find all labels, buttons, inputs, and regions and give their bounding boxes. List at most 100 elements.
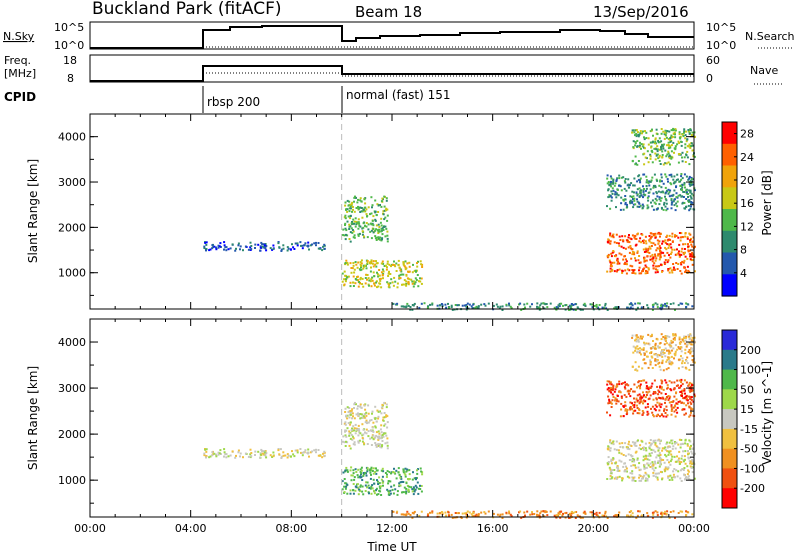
data-cell: [382, 229, 385, 231]
data-cell: [353, 220, 356, 223]
data-cell: [682, 450, 685, 453]
data-cell: [265, 249, 268, 252]
data-cell: [365, 432, 368, 435]
data-cell: [653, 234, 655, 237]
data-cell: [674, 405, 677, 408]
data-cell: [407, 270, 409, 273]
data-cell: [607, 462, 610, 465]
data-cell: [234, 249, 237, 252]
data-cell: [465, 511, 468, 514]
data-cell: [260, 241, 263, 244]
data-cell: [668, 397, 671, 400]
data-cell: [355, 427, 358, 430]
data-cell: [631, 250, 634, 253]
data-cell: [670, 203, 673, 206]
data-cell: [223, 248, 225, 251]
data-cell: [346, 470, 349, 473]
data-cell: [612, 457, 615, 460]
data-cell: [671, 248, 674, 251]
data-cell: [570, 303, 573, 305]
data-cell: [379, 282, 382, 285]
data-cell: [538, 308, 541, 311]
data-cell: [223, 244, 226, 247]
data-cell: [652, 449, 655, 452]
data-cell: [417, 285, 420, 288]
data-cell: [639, 181, 642, 184]
data-cell: [249, 246, 252, 249]
data-cell: [669, 511, 672, 513]
data-cell: [660, 128, 663, 130]
data-cell: [642, 239, 645, 242]
data-cell: [387, 482, 390, 485]
data-cell: [689, 462, 692, 465]
data-cell: [631, 265, 634, 268]
data-cell: [426, 306, 429, 309]
data-cell: [691, 251, 694, 254]
data-cell: [629, 472, 632, 475]
data-cell: [416, 265, 419, 268]
data-cell: [365, 208, 368, 211]
data-cell: [386, 260, 389, 263]
data-cell: [354, 489, 357, 492]
data-cell: [656, 478, 659, 481]
data-cell: [611, 399, 614, 402]
data-cell: [627, 183, 630, 186]
data-cell: [657, 454, 660, 457]
data-cell: [470, 513, 473, 516]
data-cell: [341, 488, 344, 491]
data-cell: [649, 180, 652, 183]
data-cell: [692, 355, 695, 357]
data-cell: [625, 395, 628, 398]
data-cell: [611, 261, 614, 264]
data-cell: [631, 455, 634, 458]
data-cell: [611, 476, 614, 479]
data-cell: [431, 510, 434, 513]
data-cell: [576, 306, 579, 309]
data-cell: [289, 248, 292, 251]
data-cell: [457, 304, 460, 307]
nsky-tick-top: 10^5: [54, 21, 84, 34]
data-cell: [348, 430, 351, 433]
data-cell: [656, 269, 659, 272]
data-cell: [219, 246, 222, 248]
data-cell: [225, 249, 228, 252]
nsearch-label: N.Search: [745, 30, 795, 43]
data-cell: [659, 235, 661, 238]
data-cell: [655, 257, 658, 260]
data-cell: [644, 272, 647, 275]
data-cell: [674, 354, 677, 357]
cpid-label: CPID: [4, 90, 36, 104]
data-cell: [665, 202, 668, 205]
data-cell: [405, 492, 408, 495]
data-cell: [350, 222, 353, 225]
data-cell: [465, 515, 468, 518]
data-cell: [348, 432, 351, 435]
nsky-label: N.Sky: [3, 30, 35, 43]
data-cell: [658, 198, 661, 201]
data-cell: [353, 222, 355, 225]
data-cell: [638, 474, 641, 476]
data-cell: [385, 434, 388, 437]
data-cell: [225, 453, 228, 456]
data-cell: [672, 141, 675, 144]
data-cell: [667, 450, 670, 453]
data-cell: [400, 270, 403, 273]
data-cell: [626, 470, 628, 473]
data-cell: [622, 382, 625, 385]
data-cell: [632, 390, 635, 393]
data-cell: [371, 222, 374, 225]
data-cell: [346, 417, 349, 420]
data-cell: [677, 443, 680, 446]
data-cell: [610, 255, 613, 258]
data-cell: [670, 476, 673, 479]
data-cell: [656, 476, 659, 479]
data-cell: [539, 304, 542, 307]
data-cell: [213, 245, 216, 248]
data-cell: [654, 346, 657, 349]
data-cell: [690, 450, 693, 453]
data-cell: [416, 274, 419, 276]
data-cell: [359, 470, 362, 473]
data-cell: [673, 410, 676, 413]
data-cell: [636, 163, 639, 166]
